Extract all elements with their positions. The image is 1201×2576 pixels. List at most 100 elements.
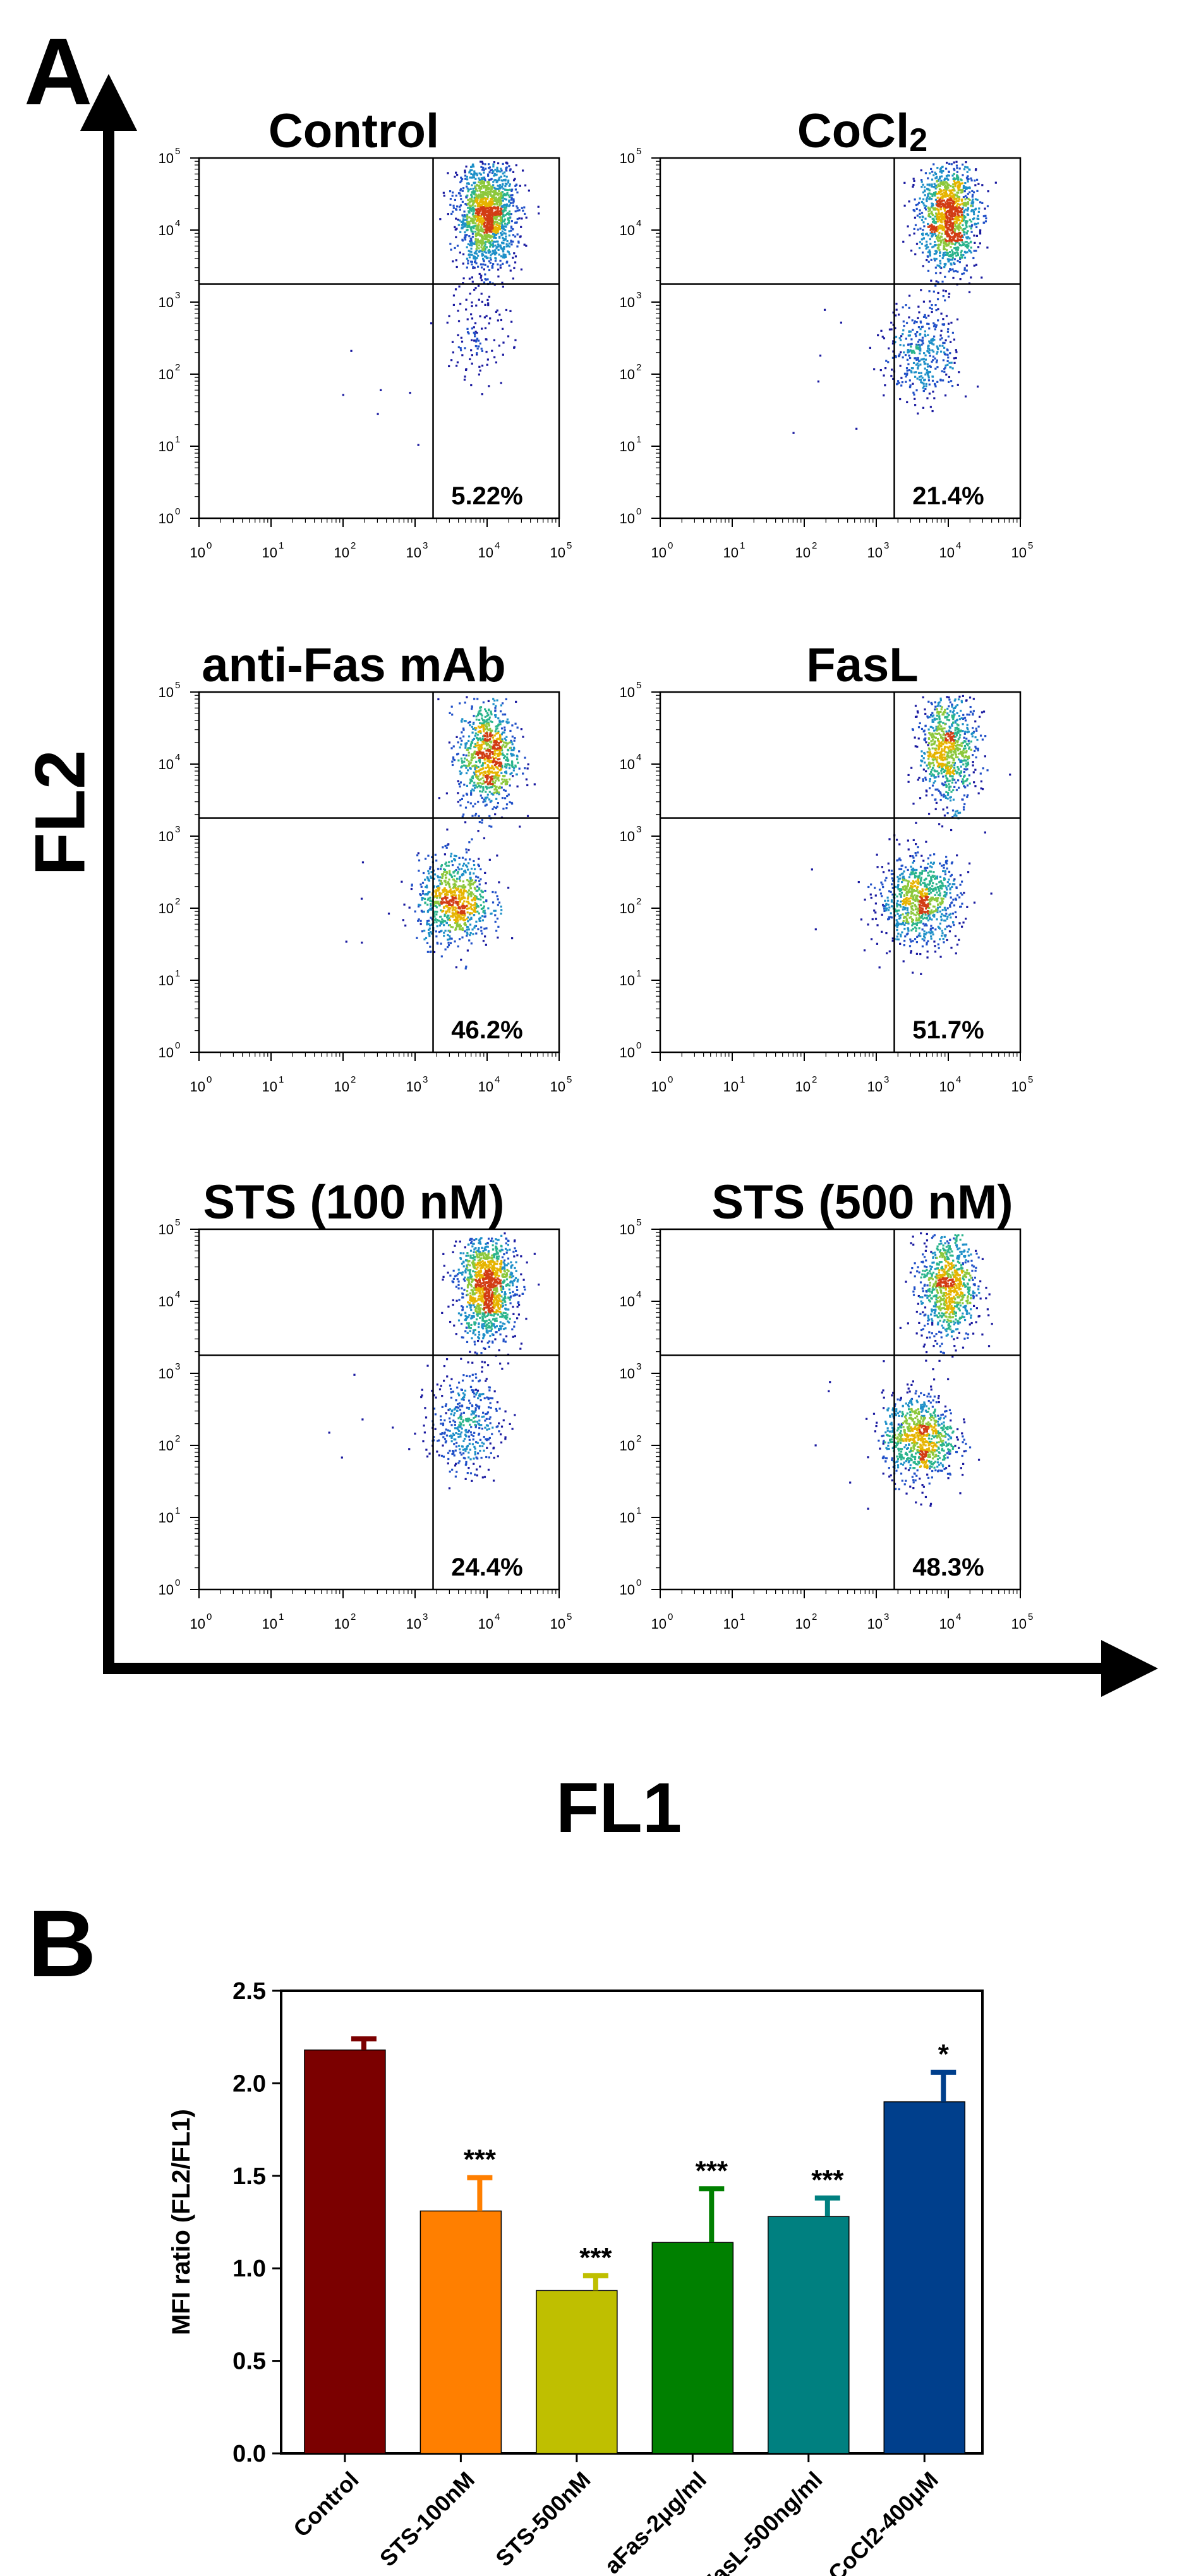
y-tick-label-base: 10 xyxy=(159,684,174,700)
event-dot xyxy=(948,251,951,253)
event-dot xyxy=(490,243,492,246)
event-dot xyxy=(501,796,504,799)
event-dot xyxy=(930,167,932,170)
event-dot xyxy=(490,747,493,750)
event-dot xyxy=(955,220,958,223)
event-dot xyxy=(467,868,469,871)
event-dot xyxy=(887,361,890,363)
event-dot xyxy=(931,195,934,198)
event-dot xyxy=(958,225,960,228)
event-dot xyxy=(934,185,937,187)
event-dot xyxy=(476,741,479,744)
event-dot xyxy=(508,264,510,267)
event-dot xyxy=(493,234,496,237)
event-dot xyxy=(446,829,449,831)
event-dot xyxy=(905,380,907,383)
event-dot xyxy=(497,762,500,764)
event-dot xyxy=(509,269,512,272)
x-tick-label-base: 10 xyxy=(795,545,811,561)
event-dot xyxy=(948,258,950,260)
x-tick-label-exponent: 0 xyxy=(207,1074,212,1085)
event-dot xyxy=(461,226,464,229)
event-dot xyxy=(965,209,967,211)
event-dot xyxy=(481,202,484,205)
event-dot xyxy=(488,190,490,193)
event-dot xyxy=(478,887,481,890)
event-dot xyxy=(477,223,480,226)
event-dot xyxy=(936,180,938,183)
event-dot xyxy=(471,756,474,760)
event-dot xyxy=(939,181,942,184)
event-dot xyxy=(498,752,500,755)
event-dot xyxy=(472,190,474,193)
event-dot xyxy=(491,200,494,203)
event-dot xyxy=(965,161,967,164)
event-dot xyxy=(491,240,493,242)
event-dot xyxy=(941,218,944,221)
event-dot xyxy=(937,202,939,205)
event-dot xyxy=(967,201,969,204)
event-dot xyxy=(486,231,488,234)
event-dot xyxy=(975,226,978,229)
event-dot xyxy=(495,732,498,735)
event-dot xyxy=(502,183,504,185)
event-dot xyxy=(958,195,961,198)
event-dot xyxy=(462,729,465,731)
event-dot xyxy=(900,377,903,379)
event-dot xyxy=(410,887,413,890)
event-dot xyxy=(442,920,445,922)
event-dot xyxy=(483,171,485,174)
event-dot xyxy=(492,214,494,217)
event-dot xyxy=(474,767,476,770)
event-dot xyxy=(927,206,930,209)
event-dot xyxy=(461,897,463,901)
event-dot xyxy=(484,741,487,743)
event-dot xyxy=(931,226,933,229)
event-dot xyxy=(941,229,944,231)
event-dot xyxy=(451,760,454,763)
event-dot xyxy=(471,706,473,708)
event-dot xyxy=(496,895,498,897)
event-dot xyxy=(462,219,464,222)
event-dot xyxy=(457,925,459,928)
event-dot xyxy=(462,897,465,899)
event-dot xyxy=(447,172,449,174)
event-dot xyxy=(951,228,954,231)
event-dot xyxy=(951,257,954,259)
event-dot xyxy=(965,222,967,224)
event-dot xyxy=(453,875,456,877)
event-dot xyxy=(451,341,454,343)
event-dot xyxy=(471,263,473,265)
event-dot xyxy=(926,197,929,199)
event-dot xyxy=(482,701,485,703)
event-dot xyxy=(447,881,450,884)
event-dot xyxy=(487,220,490,222)
event-dot xyxy=(951,226,953,228)
event-dot xyxy=(967,242,970,245)
event-dot xyxy=(496,917,499,920)
event-dot xyxy=(487,228,490,230)
event-dot xyxy=(485,725,488,727)
event-dot xyxy=(428,935,431,937)
event-dot xyxy=(477,217,480,219)
event-dot xyxy=(476,183,478,186)
event-dot xyxy=(512,202,514,204)
event-dot xyxy=(968,291,971,293)
event-dot xyxy=(466,878,469,882)
event-dot xyxy=(963,257,967,259)
event-dot xyxy=(469,933,471,937)
event-dot xyxy=(493,174,495,177)
event-dot xyxy=(918,202,920,204)
event-dot xyxy=(508,210,511,213)
event-dot xyxy=(478,912,480,914)
event-dot xyxy=(518,217,521,220)
event-dot xyxy=(483,210,486,212)
event-dot xyxy=(468,907,471,909)
event-dot xyxy=(523,206,526,209)
event-dot xyxy=(464,746,467,749)
event-dot xyxy=(452,207,455,209)
event-dot xyxy=(444,853,447,856)
event-dot xyxy=(450,747,453,750)
event-dot xyxy=(957,260,959,262)
event-dot xyxy=(912,351,915,353)
